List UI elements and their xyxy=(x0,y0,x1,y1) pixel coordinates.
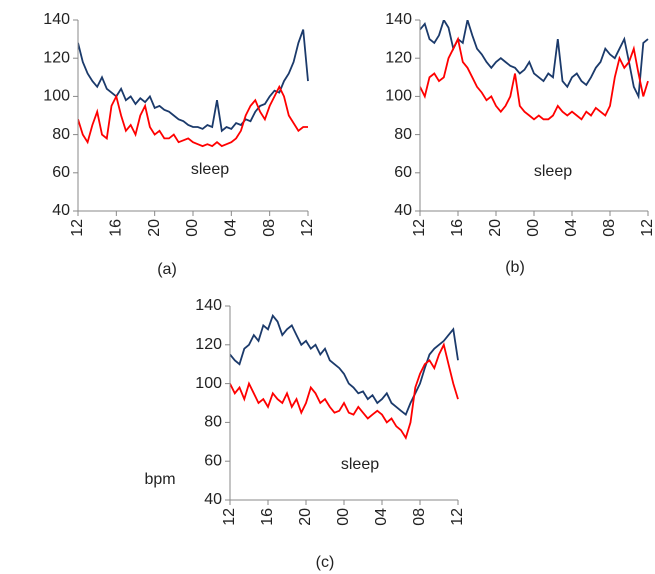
y-tick-label: 40 xyxy=(52,202,70,219)
y-tick-label: 120 xyxy=(195,336,222,353)
y-tick-label: 80 xyxy=(394,126,412,143)
y-tick-label: 140 xyxy=(195,297,222,314)
y-tick-label: 100 xyxy=(195,375,222,392)
y-tick-label: 120 xyxy=(43,49,70,66)
caption: (c) xyxy=(316,554,335,571)
x-tick-label: 12 xyxy=(299,219,316,237)
y-tick-label: 100 xyxy=(43,88,70,105)
x-tick-label: 00 xyxy=(525,219,542,237)
series-line xyxy=(420,36,649,121)
x-tick-label: 04 xyxy=(223,219,240,237)
y-tick-label: 40 xyxy=(204,491,222,508)
x-tick-label: 08 xyxy=(261,219,278,237)
annotation: sleep xyxy=(191,161,229,178)
y-tick-label: 60 xyxy=(394,164,412,181)
x-tick-label: 16 xyxy=(108,219,125,237)
x-tick-label: 00 xyxy=(335,508,352,526)
y-tick-label: 40 xyxy=(394,202,412,219)
y-tick-label: 80 xyxy=(204,414,222,431)
x-tick-label: 12 xyxy=(449,508,466,526)
x-tick-label: 00 xyxy=(184,219,201,237)
x-tick-label: 12 xyxy=(639,219,655,237)
x-tick-label: 08 xyxy=(411,508,428,526)
x-tick-label: 16 xyxy=(259,508,276,526)
y-tick-label: 60 xyxy=(204,452,222,469)
x-tick-label: 20 xyxy=(297,508,314,526)
series-line xyxy=(78,29,309,133)
x-tick-label: 04 xyxy=(373,508,390,526)
caption: (b) xyxy=(505,259,525,276)
x-tick-label: 12 xyxy=(221,508,238,526)
x-tick-label: 20 xyxy=(487,219,504,237)
y-tick-label: 140 xyxy=(385,11,412,28)
x-tick-label: 04 xyxy=(563,219,580,237)
x-tick-label: 12 xyxy=(69,219,86,237)
x-tick-label: 20 xyxy=(146,219,163,237)
x-tick-label: 12 xyxy=(411,219,428,237)
series-line xyxy=(230,342,459,441)
y-tick-label: 140 xyxy=(43,11,70,28)
series-line xyxy=(78,84,308,148)
caption: (a) xyxy=(157,261,177,278)
x-tick-label: 16 xyxy=(449,219,466,237)
annotation: sleep xyxy=(341,456,379,473)
y-tick-label: 80 xyxy=(52,126,70,143)
y-axis-label: bpm xyxy=(144,471,175,488)
y-tick-label: 100 xyxy=(385,88,412,105)
y-tick-label: 120 xyxy=(385,49,412,66)
x-tick-label: 08 xyxy=(601,219,618,237)
series-line xyxy=(230,313,459,417)
annotation: sleep xyxy=(534,163,572,180)
y-tick-label: 60 xyxy=(52,164,70,181)
